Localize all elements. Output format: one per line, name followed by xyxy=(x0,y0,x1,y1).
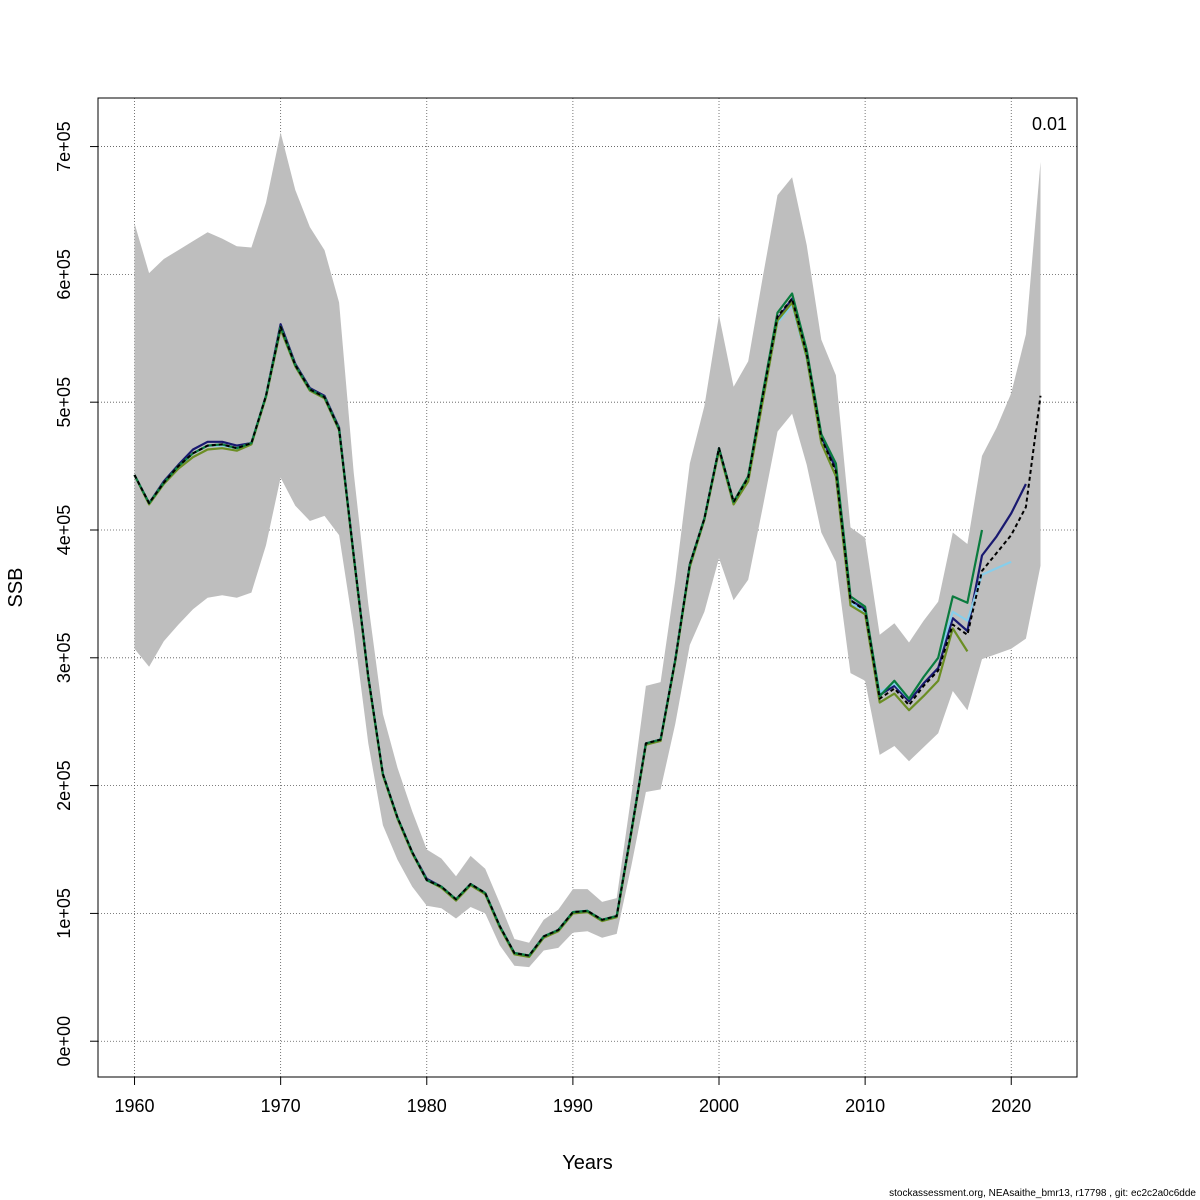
y-tick-label: 2e+05 xyxy=(54,760,74,811)
annotation-value: 0.01 xyxy=(1032,114,1067,134)
x-tick-label: 1960 xyxy=(115,1096,155,1116)
x-tick-label: 1990 xyxy=(553,1096,593,1116)
y-tick-label: 3e+05 xyxy=(54,633,74,684)
y-tick-label: 1e+05 xyxy=(54,888,74,939)
y-tick-label: 0e+00 xyxy=(54,1016,74,1067)
x-tick-label: 2020 xyxy=(991,1096,1031,1116)
y-tick-label: 4e+05 xyxy=(54,505,74,556)
y-tick-label: 7e+05 xyxy=(54,121,74,172)
x-tick-label: 2010 xyxy=(845,1096,885,1116)
x-tick-label: 1970 xyxy=(261,1096,301,1116)
confidence-band xyxy=(134,132,1041,968)
y-axis-title: SSB xyxy=(5,567,27,607)
y-tick-label: 6e+05 xyxy=(54,249,74,300)
series-lines xyxy=(133,292,1042,959)
confidence-band-layer xyxy=(134,132,1041,968)
x-tick-label: 1980 xyxy=(407,1096,447,1116)
x-axis-title: Years xyxy=(562,1152,612,1174)
x-tick-label: 2000 xyxy=(699,1096,739,1116)
y-axis: 0e+00 1e+05 2e+05 3e+05 4e+05 5e+05 6e+05 7e+05 xyxy=(54,121,98,1066)
footer-caption: stockassessment.org, NEAsaithe_bmr13, r1… xyxy=(889,1188,1196,1199)
y-tick-label: 5e+05 xyxy=(54,377,74,428)
x-axis: 1960 1970 1980 1990 2000 2010 2020 xyxy=(115,1076,1031,1116)
